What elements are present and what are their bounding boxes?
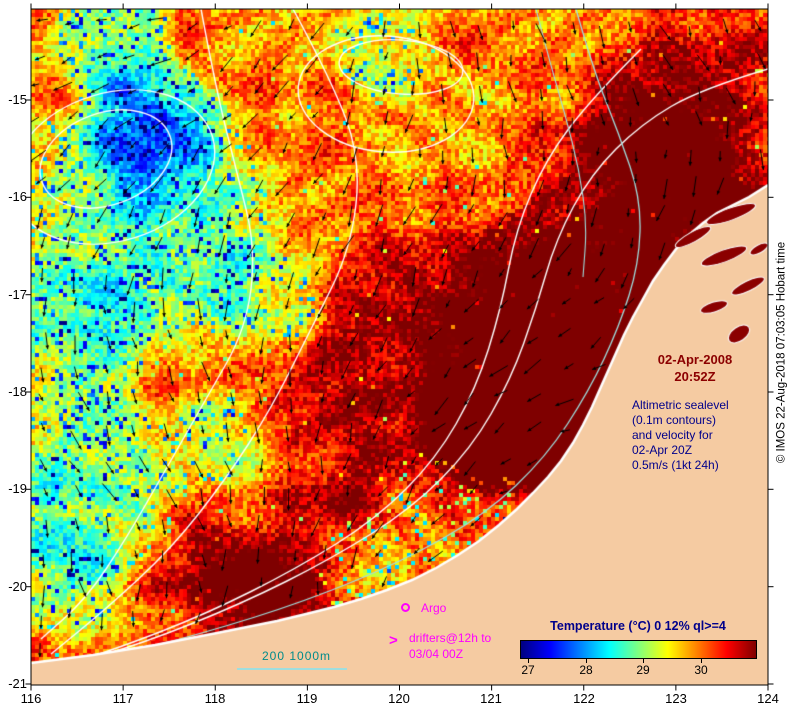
colorbar-tick-label: 30 <box>694 663 708 677</box>
y-tick-label: -19 <box>8 481 27 496</box>
isobath-legend-line <box>237 668 347 670</box>
y-tick-label: -16 <box>8 189 27 204</box>
colorbar-tick <box>528 659 529 663</box>
y-tick-label: -18 <box>8 384 27 399</box>
drifter-arrow-icon: > <box>389 632 398 649</box>
x-tick-label: 121 <box>480 691 502 706</box>
x-tick-label: 117 <box>112 691 134 706</box>
datetime-date: 02-Apr-2008 <box>657 352 733 367</box>
y-tick-label: -17 <box>8 287 27 302</box>
drifters-annotation: drifters@12h to 03/04 00Z <box>409 630 491 662</box>
y-tick-label: -21 <box>8 676 27 691</box>
x-tick-label: 123 <box>665 691 687 706</box>
colorbar-tick <box>701 659 702 663</box>
x-tick-label: 120 <box>388 691 410 706</box>
altimetry-line: Altimetric sealevel <box>632 398 729 412</box>
argo-label: Argo <box>421 601 447 615</box>
argo-marker-icon <box>401 603 410 612</box>
colorbar-tick <box>586 659 587 663</box>
datetime-time: 20:52Z <box>674 369 716 384</box>
x-tick-label: 118 <box>204 691 226 706</box>
altimetry-line: 02-Apr 20Z <box>632 443 693 457</box>
altimetry-line: and velocity for <box>632 428 713 442</box>
datetime-annotation: 02-Apr-2008 20:52Z <box>624 351 766 385</box>
colorbar-tick <box>643 659 644 663</box>
isobath-legend-label: 200 1000m <box>262 649 332 663</box>
drifters-line: drifters@12h to <box>409 631 492 645</box>
drifters-line: 03/04 00Z <box>409 647 464 661</box>
y-tick-label: -20 <box>8 579 27 594</box>
x-tick-label: 122 <box>573 691 595 706</box>
x-tick-label: 124 <box>757 691 779 706</box>
altimetry-line: (0.1m contours) <box>632 413 717 427</box>
altimetry-line: 0.5m/s (1kt 24h) <box>632 458 719 472</box>
colorbar-tick-label: 27 <box>521 663 535 677</box>
y-tick-label: -15 <box>8 92 27 107</box>
provenance-text: © IMOS 22-Aug-2018 07:03:05 Hobart time <box>775 241 788 464</box>
x-tick-label: 119 <box>296 691 318 706</box>
x-tick-label: 116 <box>20 691 42 706</box>
altimetry-annotation: Altimetric sealevel (0.1m contours) and … <box>632 398 729 473</box>
colorbar-tick-label: 29 <box>636 663 650 677</box>
temperature-colorbar <box>520 640 757 659</box>
sst-map-image <box>31 9 768 685</box>
colorbar-title: Temperature (°C) 0 12% ql>=4 <box>550 619 726 633</box>
colorbar-tick-label: 28 <box>579 663 593 677</box>
